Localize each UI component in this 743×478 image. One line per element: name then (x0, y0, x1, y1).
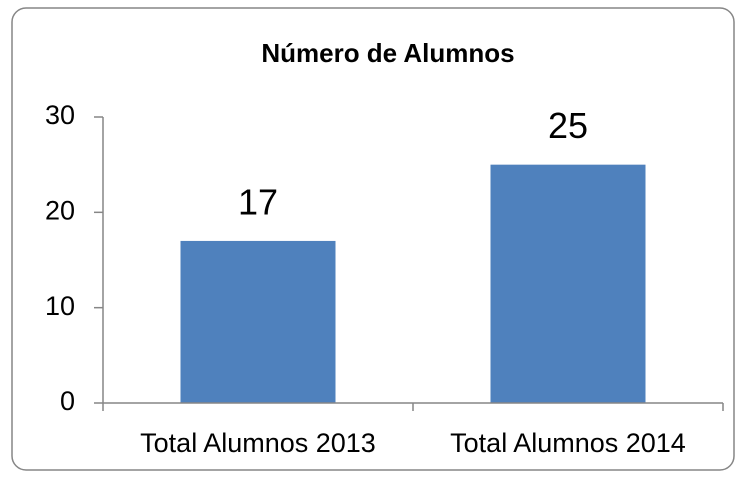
x-tick-label: Total Alumnos 2013 (140, 428, 376, 458)
y-tick-label: 30 (45, 100, 75, 130)
y-tick-label: 10 (45, 291, 75, 321)
x-tick-label: Total Alumnos 2014 (450, 428, 686, 458)
y-tick-label: 0 (60, 386, 75, 416)
y-tick-label: 20 (45, 195, 75, 225)
chart-title: Número de Alumnos (261, 38, 514, 68)
data-label: 17 (238, 181, 278, 222)
bar (490, 164, 646, 403)
bar (180, 240, 336, 403)
data-label: 25 (548, 105, 588, 146)
